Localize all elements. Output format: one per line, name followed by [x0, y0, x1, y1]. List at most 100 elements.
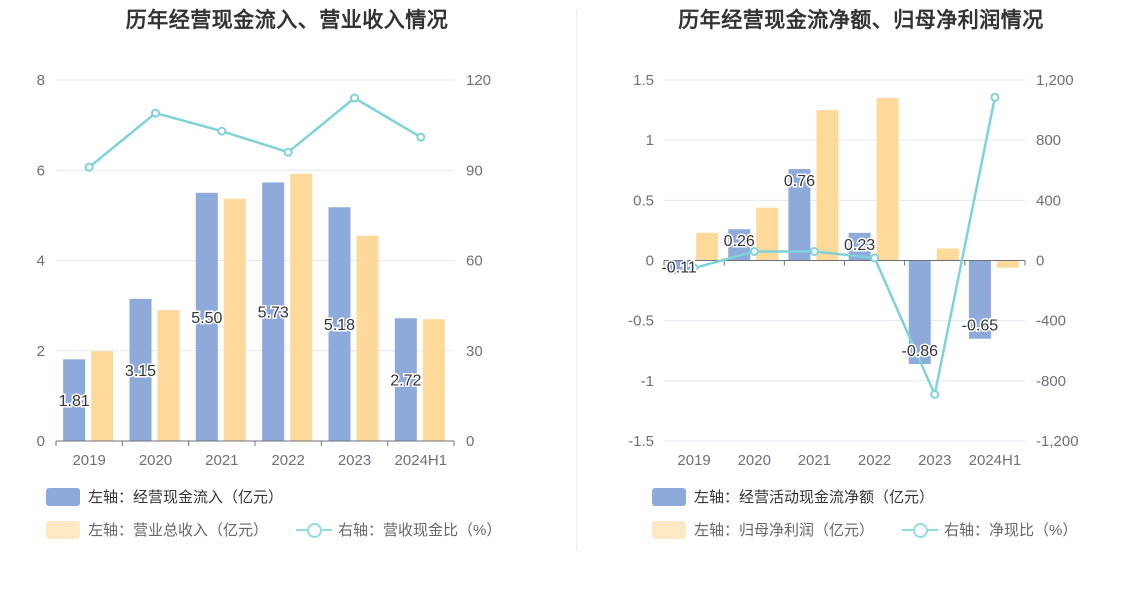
x-axis-tick-label: 2020: [738, 452, 771, 469]
right-legend-label: 左轴：归母净利润（亿元）: [694, 522, 875, 539]
left-legend-swatch-orange: [46, 520, 80, 539]
right-axis-tick-label: -1,200: [1036, 433, 1079, 450]
ratio-point: [217, 126, 227, 136]
right-legend-swatch-blue: [652, 487, 686, 506]
bar-data-label: -0.11: [661, 260, 696, 277]
bar-data-label: -0.65: [962, 318, 999, 335]
x-axis-tick-label: 2022: [858, 452, 891, 469]
right-legend-item-ratio[interactable]: 右轴：净现比（%）: [902, 519, 1077, 540]
bar-secondary: [356, 235, 379, 441]
right-axis-tick-label: -400: [1036, 313, 1066, 330]
ratio-point: [870, 253, 880, 263]
ratio-point: [350, 93, 359, 103]
bar-secondary: [422, 319, 445, 441]
right-axis-tick-label: -800: [1036, 373, 1066, 390]
left-chart-panel: 历年经营现金流入、营业收入情况 0 2 4 6 8 0 30 60 90 120 2019 2020 2…: [37, 9, 502, 540]
right-axis-tick-label: 1,200: [1036, 72, 1074, 89]
right-axis-tick-label: 90: [466, 162, 483, 179]
right-legend-swatch-orange: [652, 520, 686, 539]
right-legend-line-icon: [902, 521, 938, 539]
bar-primary: [788, 169, 811, 261]
bar-primary: [195, 192, 218, 441]
right-axis-tick-label: 800: [1036, 132, 1061, 149]
left-legend-line-icon: [296, 521, 332, 539]
right-legend-item-net-cash[interactable]: 左轴：经营活动现金流净额（亿元）: [652, 486, 934, 507]
bar-primary: [262, 182, 285, 441]
right-axis-tick-label: 60: [466, 253, 483, 270]
ratio-point: [151, 108, 160, 118]
left-legend-item-revenue[interactable]: 左轴：营业总收入（亿元）: [46, 519, 268, 540]
bar-secondary: [756, 207, 779, 261]
ratio-point: [283, 147, 293, 157]
x-axis-tick-label: 2024H1: [969, 452, 1022, 469]
ratio-line: [88, 96, 422, 169]
bar-data-label: 0.26: [724, 233, 755, 250]
x-axis-tick-label: 2024H1: [395, 452, 448, 469]
x-axis-tick-label: 2021: [798, 452, 831, 469]
right-chart-panel: 历年经营现金流净额、归母净利润情况 -1.5 -1 -0.5 0 0.5 1 1.5 -1,2…: [574, 0, 1148, 589]
ratio-point: [689, 263, 699, 273]
bar-data-label: 5.73: [258, 305, 289, 322]
bar-primary: [129, 298, 152, 441]
bar-data-label: 0.76: [784, 173, 815, 190]
bar-secondary: [996, 260, 1019, 268]
bar-primary: [668, 260, 691, 274]
right-legend-label: 右轴：净现比（%）: [944, 522, 1078, 539]
bar-secondary: [876, 98, 899, 261]
bar-data-label: 1.81: [59, 393, 90, 410]
ratio-point: [84, 162, 94, 172]
bar-data-label: 2.72: [390, 373, 421, 390]
bar-data-label: 5.18: [324, 317, 355, 334]
left-axis-tick-label: -0.5: [628, 313, 654, 330]
bar-secondary: [91, 351, 114, 441]
left-legend-label: 右轴：营收现金比（%）: [338, 522, 502, 539]
ratio-line: [693, 97, 997, 399]
right-axis-tick-label: 30: [466, 343, 483, 360]
x-axis-tick-label: 2023: [918, 452, 951, 469]
right-chart-plot: -1.5 -1 -0.5 0 0.5 1 1.5 -1,200 -800 -400 0 400 800 1…: [628, 72, 1079, 469]
left-legend-label: 左轴：经营现金流入（亿元）: [88, 489, 284, 506]
left-axis-tick-label: -1.5: [628, 433, 654, 450]
right-axis-tick-label: 0: [1036, 253, 1044, 270]
left-axis-tick-label: 0: [37, 433, 45, 450]
right-axis-tick-label: 120: [466, 72, 491, 89]
bar-secondary: [290, 173, 313, 442]
left-axis-tick-label: 4: [37, 253, 45, 270]
left-legend-item-ratio[interactable]: 右轴：营收现金比（%）: [296, 519, 501, 540]
left-axis-tick-label: 0.5: [633, 192, 654, 209]
left-axis-tick-label: 2: [37, 343, 45, 360]
bar-secondary: [157, 310, 180, 441]
left-axis-tick-label: 6: [37, 162, 45, 179]
left-legend-item-cash-inflow[interactable]: 左轴：经营现金流入（亿元）: [46, 486, 283, 507]
x-axis-tick-label: 2019: [72, 452, 105, 469]
x-axis-tick-label: 2020: [139, 452, 172, 469]
ratio-point: [990, 92, 1000, 102]
bar-primary: [328, 207, 351, 441]
bar-secondary: [696, 232, 719, 261]
x-axis-tick-label: 2023: [338, 452, 371, 469]
right-axis-tick-label: 400: [1036, 192, 1061, 209]
left-axis-tick-label: 1: [646, 132, 654, 149]
x-axis-tick-label: 2022: [271, 452, 304, 469]
x-axis-tick-label: 2019: [677, 452, 710, 469]
bar-data-label: 5.50: [191, 310, 222, 327]
left-chart-plot: 0 2 4 6 8 0 30 60 90 120 2019 2020 2021 2022 2023 2024H…: [37, 72, 491, 469]
bar-secondary: [816, 110, 839, 261]
right-legend-item-net-profit[interactable]: 左轴：归母净利润（亿元）: [652, 519, 874, 540]
left-legend-label: 左轴：营业总收入（亿元）: [88, 522, 269, 539]
left-axis-tick-label: -1: [641, 373, 654, 390]
bar-data-label: 3.15: [125, 363, 156, 380]
ratio-point: [809, 246, 819, 256]
x-axis-tick-label: 2021: [205, 452, 238, 469]
right-legend-label: 左轴：经营活动现金流净额（亿元）: [694, 489, 935, 506]
bar-primary: [394, 318, 417, 441]
bar-primary: [848, 232, 871, 261]
panel-divider: [576, 10, 577, 550]
ratio-point: [416, 132, 426, 142]
ratio-point: [749, 246, 759, 256]
bar-primary: [908, 260, 931, 364]
left-axis-tick-label: 1.5: [633, 72, 654, 89]
bar-data-label: 0.23: [844, 237, 875, 254]
left-axis-tick-label: 0: [646, 253, 654, 270]
bar-secondary: [223, 198, 246, 441]
